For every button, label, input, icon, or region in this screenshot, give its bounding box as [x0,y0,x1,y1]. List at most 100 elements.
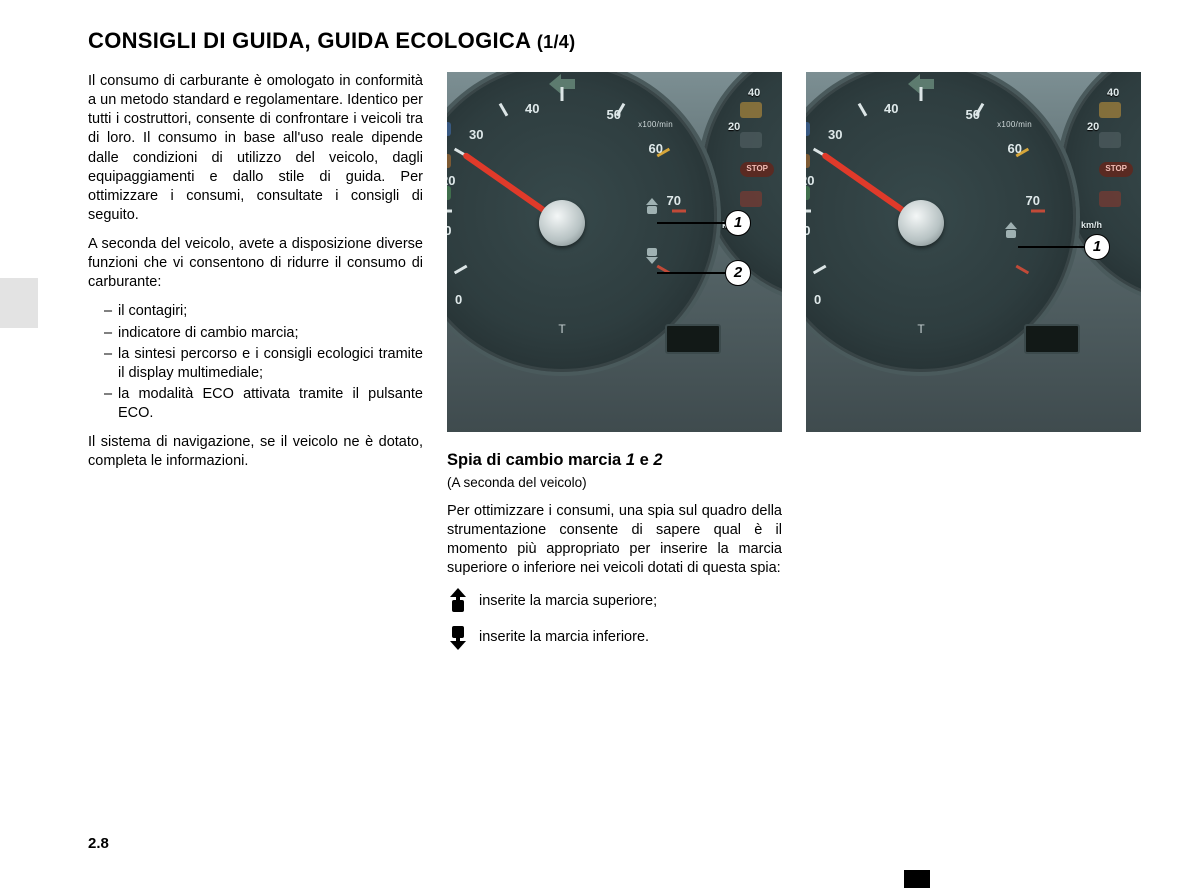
gauge-num: 40 [525,100,539,117]
gauge-num: 0 [814,291,821,308]
callout-2: 2 [657,260,751,286]
gauge-tick [499,103,509,117]
list-item: la modalità ECO attivata tramite il puls… [104,385,423,423]
rear-fog-icon [447,154,451,168]
gauge-num: 0 [455,291,462,308]
shift-up-indicator-icon [1004,222,1018,238]
gauge-bottom-label: T [917,322,924,338]
shift-up-label: inserite la marcia superiore; [479,592,657,611]
gauge-num: 60 [1008,140,1022,157]
speed-unit: km/h [1081,220,1102,232]
gauge-tick [813,265,827,275]
figure-2: 40212 20 40 km/h [806,72,1141,432]
callout-bubble: 2 [725,260,751,286]
callout-line [657,272,725,274]
section-subheading: (A seconda del veicolo) [447,474,782,492]
warning-icons-left [806,122,810,200]
warning-strip: STOP [1099,102,1133,207]
speed-tick: 40 [1107,86,1119,101]
stop-badge: STOP [1099,162,1133,177]
gauge-num: 40 [884,100,898,117]
heading-text: Spia di cambio marcia [447,451,626,469]
warning-strip: STOP [740,102,774,207]
list-item: indicatore di cambio marcia; [104,324,423,343]
gauge-num: 10 [447,222,451,239]
speed-tick: 40 [748,86,760,101]
gauge-hub [898,200,944,246]
section-tab [0,278,38,328]
front-fog-icon [447,186,451,200]
shift-down-label: inserite la marcia inferiore. [479,628,649,647]
stop-badge: STOP [740,162,774,177]
gauge-num: 60 [649,140,663,157]
gauge-hub [539,200,585,246]
callout-bubble: 1 [1084,234,1110,260]
title-fraction: (1/4) [537,32,576,52]
shift-up-line: inserite la marcia superiore; [447,588,782,614]
figure-1: 38927 20 40 km/h [447,72,782,432]
callout-line [657,222,725,224]
gauge-num: 70 [667,192,681,209]
oil-warning-icon [740,191,762,207]
gauge-tick [454,265,468,275]
manual-page: CONSIGLI DI GUIDA, GUIDA ECOLOGICA (1/4)… [0,0,1200,888]
callout-1: 1 [657,210,751,236]
callout-line [1018,246,1084,248]
gauge-num: 30 [469,126,483,143]
gauge-tick [858,103,868,117]
column-1: Il consumo di carburante è omologato in … [88,72,423,660]
warning-icon [740,102,762,118]
shift-up-icon [447,588,469,614]
gauge-num: 10 [806,222,810,239]
gauge-num: 50 [607,106,621,123]
page-number: 2.8 [88,835,109,852]
footer-crop-mark [904,870,930,888]
gauge-unit: x100/min [997,120,1032,131]
gauge-tick [806,210,811,213]
title-main: CONSIGLI DI GUIDA, GUIDA ECOLOGICA [88,28,537,53]
warning-icon [1099,102,1121,118]
shift-down-icon [447,624,469,650]
high-beam-icon [447,122,451,136]
col2-para1: Per ottimizzare i consumi, una spia sul … [447,502,782,579]
callout-bubble: 1 [725,210,751,236]
heading-text: e [635,451,653,469]
col1-para3: Il sistema di navigazione, se il veicolo… [88,433,423,471]
rear-fog-icon [806,154,810,168]
column-2: 38927 20 40 km/h [447,72,782,660]
column-3: 40212 20 40 km/h [806,72,1141,660]
gauge-num: 70 [1026,192,1040,209]
gauge-tick [447,210,452,213]
col1-para1: Il consumo di carburante è omologato in … [88,72,423,225]
front-fog-icon [806,186,810,200]
col1-list: il contagiri; indicatore di cambio marci… [88,302,423,423]
gauge-num: 30 [828,126,842,143]
gauge-tick [920,87,923,101]
heading-ref: 2 [653,451,662,469]
high-beam-icon [806,122,810,136]
warning-icon [1099,132,1121,148]
tachometer-icon: 0 10 20 30 40 50 60 70 x100/min [806,72,1076,372]
list-item: la sintesi percorso e i consigli ecologi… [104,345,423,383]
heading-ref: 1 [626,451,635,469]
gauge-unit: x100/min [638,120,673,131]
speed-tick: 20 [728,120,740,135]
page-title: CONSIGLI DI GUIDA, GUIDA ECOLOGICA (1/4) [88,28,1200,54]
warning-icons-left [447,122,451,200]
columns: Il consumo di carburante è omologato in … [0,72,1200,660]
warning-icon [740,132,762,148]
callout-1: 1 [1018,234,1110,260]
gauge-bottom-label: T [558,322,565,338]
speed-tick: 20 [1087,120,1099,135]
shift-down-line: inserite la marcia inferiore. [447,624,782,650]
list-item: il contagiri; [104,302,423,321]
gauge-tick [561,87,564,101]
gauge-tick [1016,265,1030,275]
gauge-num: 50 [966,106,980,123]
gauge-tick [1031,210,1045,213]
oil-warning-icon [1099,191,1121,207]
col1-para2: A seconda del veicolo, avete a disposizi… [88,235,423,292]
odometer-lcd [1024,324,1080,354]
section-heading: Spia di cambio marcia 1 e 2 [447,450,782,472]
odometer-lcd [665,324,721,354]
